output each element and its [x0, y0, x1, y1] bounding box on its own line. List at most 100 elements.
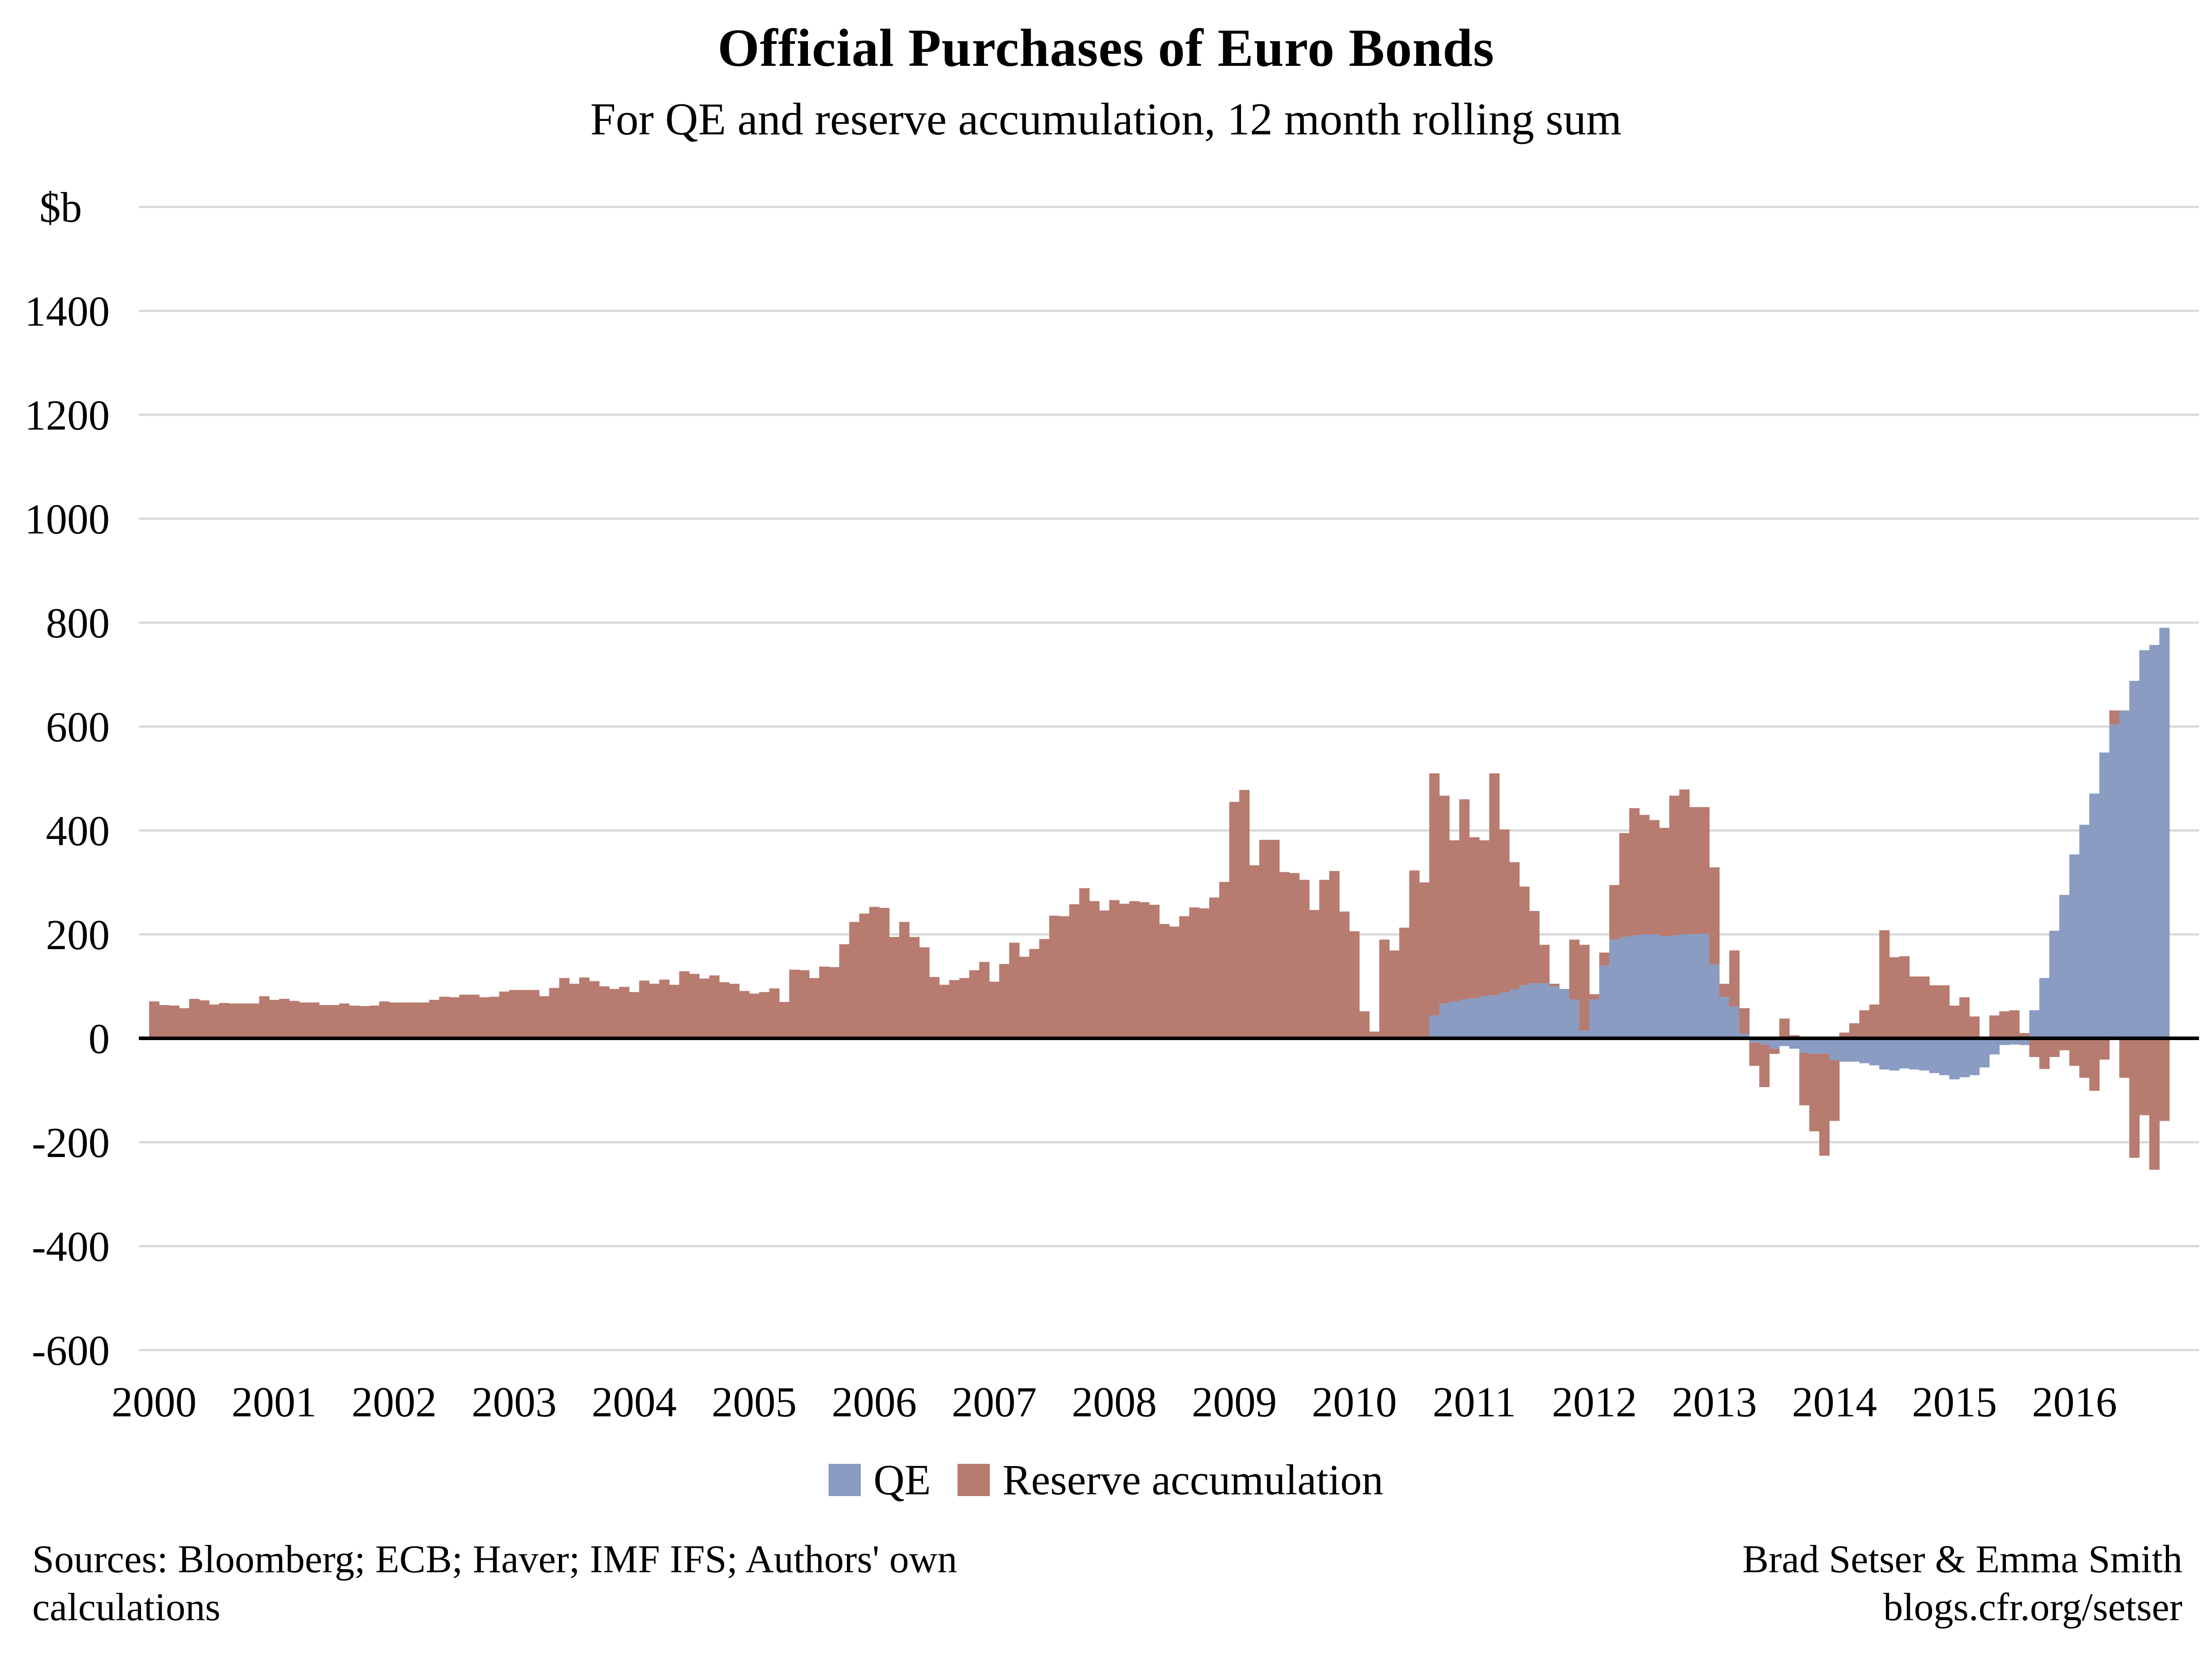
- bar-qe: [1449, 1001, 1460, 1038]
- bar-reserve: [479, 997, 490, 1038]
- bar-reserve: [889, 937, 900, 1038]
- bar-qe: [1649, 934, 1660, 1038]
- bar-qe: [1769, 1038, 1780, 1049]
- bar-qe: [2029, 1010, 2040, 1038]
- bar-reserve: [219, 1003, 230, 1038]
- bar-reserve: [1609, 885, 1620, 940]
- bar-reserve: [339, 1003, 350, 1038]
- bar-reserve: [1989, 1015, 2000, 1038]
- x-tick-label: 2000: [112, 1378, 197, 1426]
- bar-reserve: [1909, 976, 1920, 1038]
- bar-reserve: [829, 967, 840, 1038]
- bar-reserve: [1259, 839, 1270, 1038]
- bar-reserve: [1869, 1004, 1880, 1038]
- bar-reserve: [309, 1002, 320, 1038]
- bar-reserve: [1779, 1018, 1790, 1038]
- bar-reserve: [1969, 1016, 1980, 1038]
- bar-qe: [1739, 1033, 1750, 1038]
- bar-reserve: [699, 978, 710, 1038]
- bar-reserve: [1309, 910, 1320, 1038]
- bar-qe: [1609, 939, 1620, 1038]
- bar-reserve: [489, 997, 500, 1038]
- x-tick-label: 2001: [232, 1378, 317, 1426]
- bar-reserve: [689, 974, 700, 1038]
- bar-qe: [1539, 983, 1550, 1038]
- x-tick-label: 2015: [1912, 1378, 1997, 1426]
- bar-reserve: [819, 966, 830, 1038]
- bar-qe: [2059, 895, 2070, 1038]
- bar-reserve: [1859, 1010, 1870, 1038]
- qe-series-swatch-icon: [829, 1463, 861, 1496]
- legend-item-reserve: Reserve accumulation: [958, 1455, 1383, 1505]
- bar-reserve: [1799, 1053, 1810, 1105]
- bar-reserve: [159, 1005, 170, 1038]
- bar-qe: [1639, 934, 1650, 1038]
- bar-qe: [1599, 965, 1610, 1038]
- bar-qe: [1879, 1038, 1890, 1070]
- y-tick-label: 1400: [25, 288, 110, 335]
- bar-qe: [2079, 825, 2090, 1038]
- bar-qe: [1659, 936, 1670, 1038]
- bar-reserve: [1249, 865, 1260, 1038]
- bar-qe: [1849, 1038, 1860, 1062]
- bar-qe: [2039, 978, 2050, 1038]
- bar-reserve: [2019, 1033, 2030, 1038]
- bar-reserve: [1629, 808, 1640, 936]
- bar-reserve: [959, 978, 970, 1038]
- bar-reserve: [289, 1001, 300, 1038]
- x-tick-label: 2014: [1792, 1378, 1877, 1426]
- bar-reserve: [1619, 833, 1630, 937]
- legend-label-qe: QE: [873, 1456, 931, 1504]
- bar-qe: [2159, 628, 2170, 1038]
- bar-reserve: [149, 1001, 160, 1038]
- bar-reserve: [1459, 799, 1470, 999]
- bar-reserve: [1099, 910, 1110, 1038]
- bar-reserve: [709, 975, 720, 1038]
- bar-reserve: [1019, 956, 1030, 1038]
- x-tick-label: 2007: [952, 1378, 1037, 1426]
- bar-reserve: [1319, 880, 1330, 1038]
- bar-qe: [1719, 997, 1730, 1038]
- y-axis-unit-label: $b: [39, 184, 82, 231]
- bar-reserve: [1049, 916, 1060, 1038]
- bar-qe: [1619, 937, 1630, 1038]
- bar-reserve: [1149, 904, 1160, 1038]
- bar-reserve: [1889, 957, 1900, 1038]
- bar-reserve: [1159, 924, 1170, 1038]
- x-tick-label: 2008: [1072, 1378, 1157, 1426]
- bar-reserve: [1749, 1042, 1760, 1066]
- x-tick-label: 2016: [2032, 1378, 2117, 1426]
- bar-reserve: [1199, 908, 1210, 1038]
- bar-reserve: [1829, 1060, 1840, 1121]
- bar-reserve: [2149, 1038, 2160, 1170]
- bar-reserve: [1769, 1049, 1780, 1054]
- bar-reserve: [1409, 870, 1420, 1038]
- bar-reserve: [1959, 997, 1970, 1038]
- bar-reserve: [1239, 790, 1250, 1038]
- bar-reserve: [789, 969, 800, 1038]
- bar-reserve: [619, 987, 630, 1038]
- bar-reserve: [879, 908, 890, 1038]
- bar-reserve: [559, 978, 570, 1038]
- bar-qe: [1709, 964, 1720, 1038]
- bar-reserve: [989, 981, 1000, 1038]
- bar-reserve: [719, 982, 730, 1038]
- x-tick-label: 2002: [352, 1378, 437, 1426]
- bar-reserve: [1719, 984, 1730, 997]
- y-tick-label: 400: [46, 807, 110, 855]
- bar-reserve: [1899, 956, 1910, 1038]
- bar-reserve: [409, 1002, 420, 1038]
- legend: QE Reserve accumulation: [0, 1455, 2212, 1505]
- bar-qe: [1549, 986, 1560, 1038]
- bar-reserve: [469, 994, 480, 1038]
- legend-label-reserve: Reserve accumulation: [1002, 1456, 1383, 1504]
- bar-reserve: [1119, 903, 1130, 1038]
- bar-qe: [1969, 1038, 1980, 1075]
- bar-reserve: [859, 913, 870, 1038]
- legend-item-qe: QE: [829, 1455, 931, 1505]
- bar-reserve: [359, 1006, 369, 1038]
- bar-qe: [2069, 854, 2080, 1038]
- bar-qe: [1429, 1015, 1440, 1038]
